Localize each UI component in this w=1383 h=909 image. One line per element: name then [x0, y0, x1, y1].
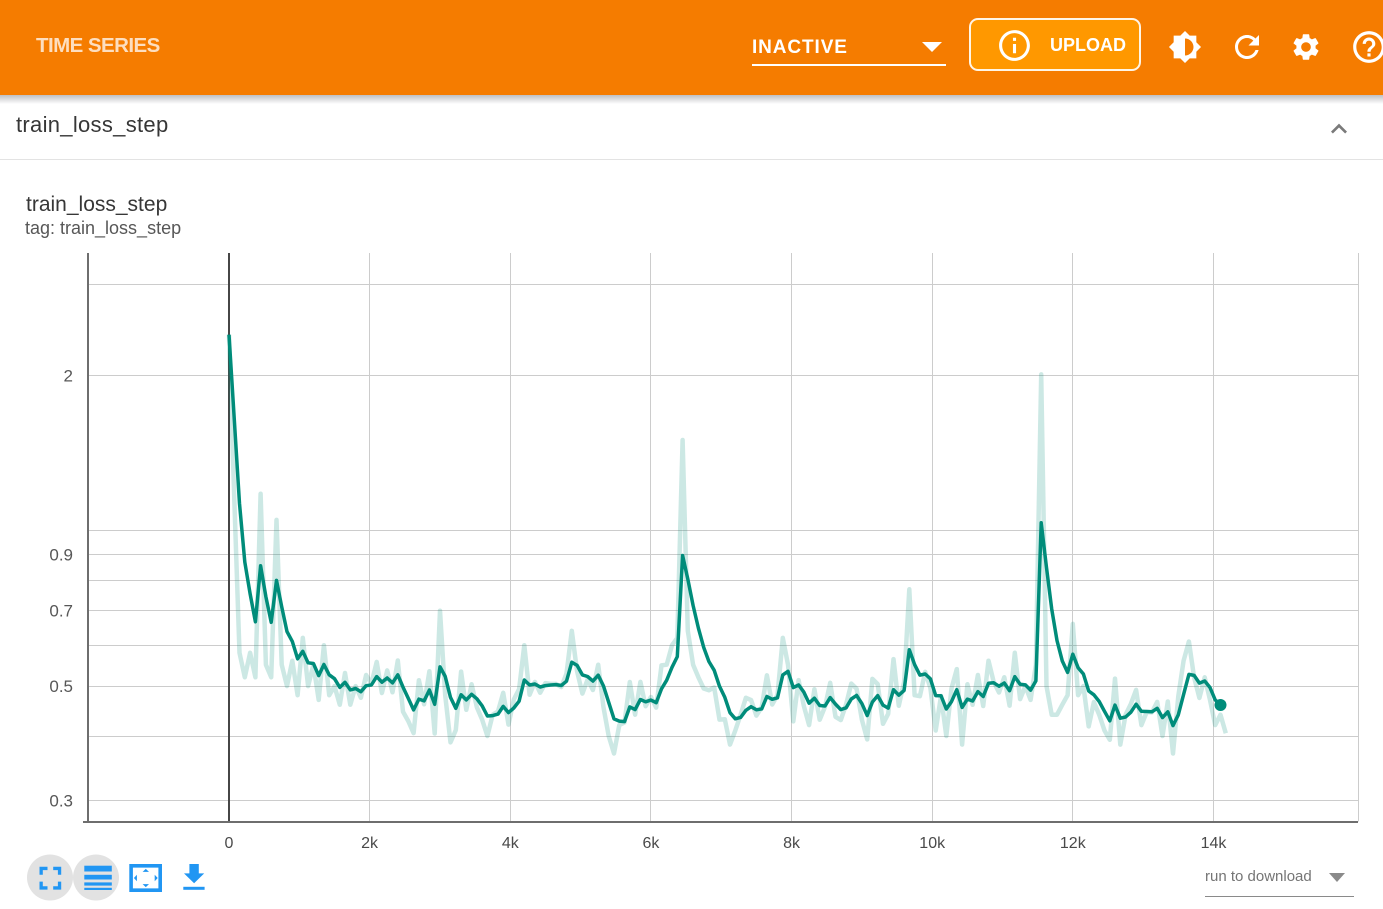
- svg-text:14k: 14k: [1201, 835, 1228, 852]
- svg-text:0.7: 0.7: [49, 602, 73, 621]
- svg-text:0.5: 0.5: [49, 677, 73, 696]
- svg-text:10k: 10k: [919, 835, 946, 852]
- svg-text:8k: 8k: [783, 835, 801, 852]
- svg-text:0.3: 0.3: [49, 792, 73, 811]
- svg-text:0.9: 0.9: [49, 545, 73, 564]
- svg-text:4k: 4k: [502, 835, 520, 852]
- svg-text:6k: 6k: [642, 835, 660, 852]
- svg-text:2k: 2k: [361, 835, 379, 852]
- svg-text:2: 2: [64, 367, 73, 386]
- svg-text:12k: 12k: [1060, 835, 1087, 852]
- svg-text:0: 0: [225, 835, 234, 852]
